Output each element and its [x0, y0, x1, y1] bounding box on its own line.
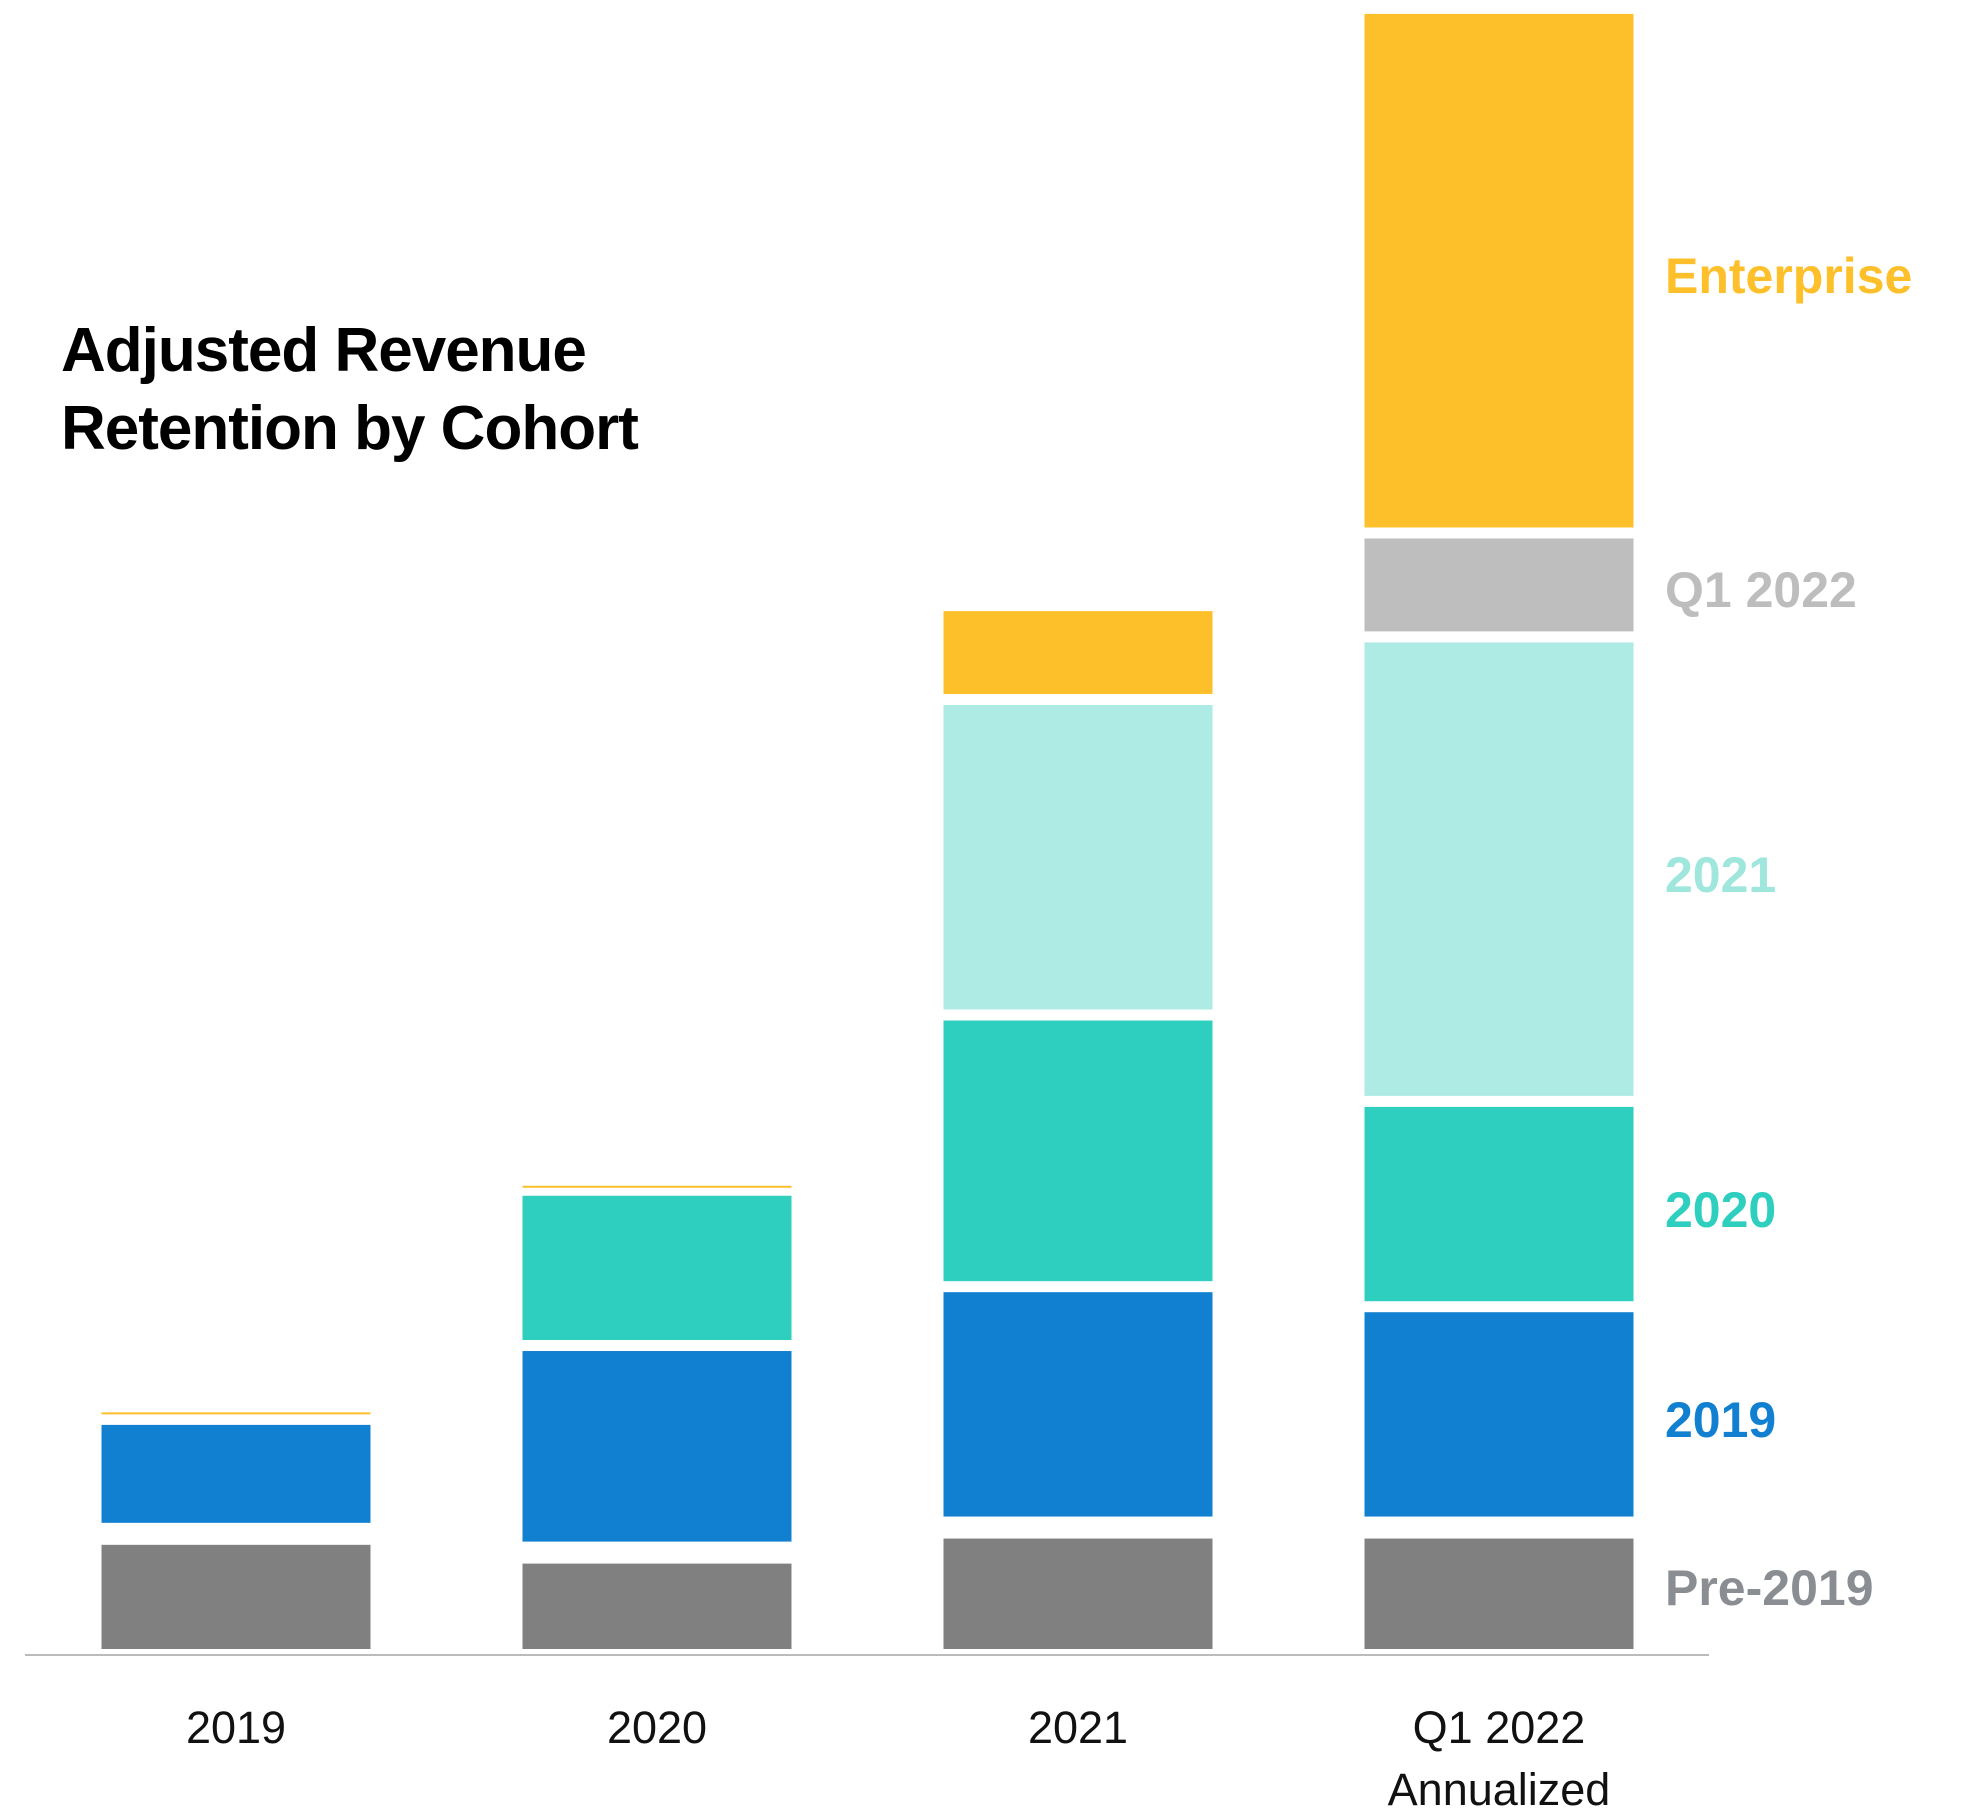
bar-segment	[1364, 538, 1634, 632]
legend-label: Q1 2022	[1665, 562, 1857, 619]
bar-segment	[1364, 1106, 1634, 1302]
legend-label: Enterprise	[1665, 248, 1913, 305]
bar-segment	[943, 704, 1213, 1010]
x-tick-label: 2020	[606, 1702, 708, 1753]
x-tick-label: 2021	[1027, 1702, 1129, 1753]
legend-label: 2021	[1665, 846, 1777, 903]
bar-segment	[522, 1351, 792, 1542]
bar-segment	[943, 611, 1213, 694]
bar-segment	[1364, 13, 1634, 528]
bar-segment	[522, 1195, 792, 1341]
legend-label: 2020	[1665, 1181, 1777, 1238]
legend-label: 2019	[1665, 1391, 1777, 1448]
bar-segment	[1364, 1312, 1634, 1517]
x-tick-label: 2019	[185, 1702, 287, 1753]
bar-segment	[943, 1292, 1213, 1517]
legend-label: Pre-2019	[1665, 1560, 1874, 1617]
bar-segment	[943, 1538, 1213, 1649]
bar-segment	[101, 1424, 371, 1523]
bar-segment	[101, 1412, 371, 1415]
bar-segment	[943, 1020, 1213, 1282]
chart-title: Adjusted Revenue Retention by Cohort	[61, 316, 639, 463]
bar-segment	[101, 1544, 371, 1649]
bar-segment	[1364, 1538, 1634, 1649]
bar-segment	[522, 1185, 792, 1188]
bar-segment	[1364, 642, 1634, 1096]
bar-segment	[522, 1563, 792, 1649]
x-tick-label: Q1 2022 Annualized	[1387, 1702, 1611, 1815]
